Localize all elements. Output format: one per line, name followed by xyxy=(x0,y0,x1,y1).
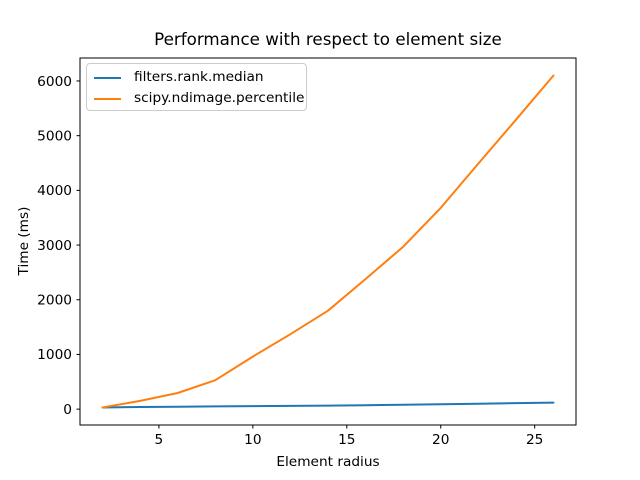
legend-line-sample-orange xyxy=(94,97,121,100)
legend-label: filters.rank.median xyxy=(134,68,264,85)
series-line-filters-rank-median xyxy=(101,401,555,409)
y-tick-label: 2000 xyxy=(37,293,72,309)
x-axis-label: Element radius xyxy=(276,454,380,470)
x-tick-label: 20 xyxy=(432,432,449,448)
legend-line-sample-blue xyxy=(94,76,121,79)
axes-spines xyxy=(79,57,577,426)
legend-entry: filters.rank.median xyxy=(94,67,306,88)
legend: filters.rank.median scipy.ndimage.percen… xyxy=(86,63,307,111)
y-tick-label: 4000 xyxy=(37,183,72,199)
legend-entry: scipy.ndimage.percentile xyxy=(94,88,306,109)
y-tick-label: 5000 xyxy=(37,128,72,144)
y-tick-label: 0 xyxy=(63,402,72,418)
legend-label: scipy.ndimage.percentile xyxy=(134,89,305,106)
y-tick-label: 6000 xyxy=(37,74,72,90)
x-tick-label: 25 xyxy=(526,432,543,448)
series-line-scipy-ndimage-percentile xyxy=(101,74,555,409)
y-tick-label: 1000 xyxy=(37,347,72,363)
x-tick-label: 10 xyxy=(244,432,261,448)
x-tick-label: 15 xyxy=(338,432,355,448)
chart-title: Performance with respect to element size xyxy=(154,29,502,49)
y-tick-label: 3000 xyxy=(37,238,72,254)
x-tick-label: 5 xyxy=(155,432,164,448)
